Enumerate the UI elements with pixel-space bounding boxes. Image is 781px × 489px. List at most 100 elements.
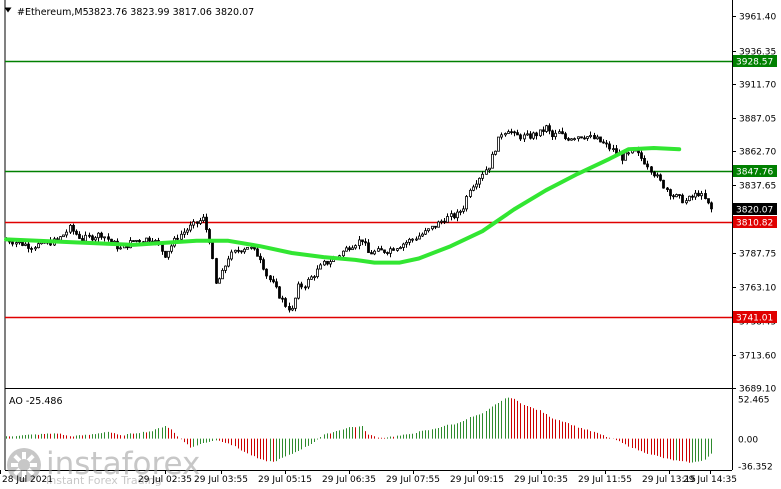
candle-down [272,279,275,283]
candle-up [189,224,192,231]
candle-up [488,167,491,171]
candle-down [513,131,516,134]
candle-up [554,132,557,138]
candle-up [246,246,249,250]
candle-down [710,202,713,210]
candle-up [507,131,510,134]
candle-up [462,208,465,212]
candle-down [21,241,24,246]
candle-up [415,238,418,241]
candle-up [84,234,87,242]
price-tick-label: 3887.05 [739,115,776,125]
candle-down [237,249,240,252]
candle-down [176,237,179,240]
candle-up [440,220,443,223]
candle-down [81,238,84,242]
candle-up [405,241,408,245]
candle-down [259,255,262,261]
candle-down [281,297,284,300]
instaforex-watermark: instaforex Instant Forex Trading [7,446,200,487]
candle-down [253,246,256,250]
candle-down [691,195,694,198]
candle-up [472,186,475,191]
candle-up [408,238,411,243]
candle-down [561,131,564,135]
candle-down [262,259,265,270]
triangle-down-icon[interactable] [4,7,12,13]
candle-down [542,129,545,132]
time-tick-label: 29 Jul 10:35 [514,475,568,485]
candle-down [205,216,208,230]
candle-up [250,246,253,249]
candle-up [329,261,332,265]
candle-up [478,177,481,185]
candle-down [516,132,519,136]
candle-down [326,260,329,265]
candle-up [227,258,230,267]
candle-down [370,252,373,255]
candle-down [30,248,33,250]
candle-up [589,135,592,138]
candle-up [431,225,434,230]
candle-down [704,193,707,200]
candle-down [443,220,446,223]
candle-up [34,247,37,250]
time-tick-label: 29 Jul 07:55 [386,475,440,485]
level-badge [733,165,777,177]
candle-down [148,237,151,242]
candle-up [313,276,316,279]
candle-down [138,239,141,243]
price-tick-label: 3787.75 [739,250,776,260]
candle-up [656,174,659,177]
candle-up [294,297,297,309]
candle-up [500,134,503,138]
candle-up [307,278,310,288]
candle-up [450,213,453,217]
candle-down [88,234,91,237]
candle-down [510,131,513,134]
candle-down [599,136,602,143]
candle-up [532,132,535,139]
current-price-label: 3820.07 [736,206,773,216]
candle-up [234,249,237,253]
candle-down [453,213,456,219]
candle-up [186,229,189,233]
candle-down [383,249,386,253]
moving-average [4,146,682,265]
watermark-brand: instaforex [46,446,200,482]
level-label: 3741.01 [736,314,773,324]
candle-down [678,194,681,196]
candle-up [389,248,392,254]
candle-down [659,174,662,181]
price-tick-label: 3689.10 [739,385,776,395]
candle-up [377,248,380,252]
candle-up [37,243,40,249]
candle-up [688,195,691,202]
candle-up [342,250,345,257]
candle-up [427,228,430,232]
candle-down [265,268,268,277]
candle-down [662,179,665,189]
ao-axis-ticks: 52.465 0.00 -36.352 [738,396,773,473]
candle-up [421,233,424,237]
candle-down [240,250,243,253]
candle-down [364,241,367,244]
candle-up [218,278,221,284]
candle-up [297,283,300,299]
candle-up [411,238,414,241]
candle-up [402,243,405,248]
candle-up [59,236,62,241]
candle-down [640,152,643,159]
candle-down [605,142,608,145]
candle-down [78,233,81,239]
candle-up [577,136,580,140]
candle-up [539,129,542,137]
ao-tick-label: 52.465 [738,396,770,406]
candle-up [700,193,703,197]
candle-up [97,232,100,239]
candle-up [485,169,488,175]
candle-down [672,195,675,198]
candle-down [551,130,554,138]
candle-down [161,244,164,252]
